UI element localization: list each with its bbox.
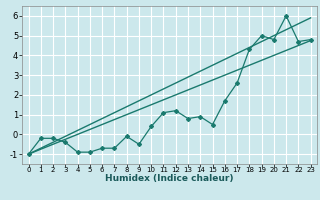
X-axis label: Humidex (Indice chaleur): Humidex (Indice chaleur) bbox=[105, 174, 234, 183]
